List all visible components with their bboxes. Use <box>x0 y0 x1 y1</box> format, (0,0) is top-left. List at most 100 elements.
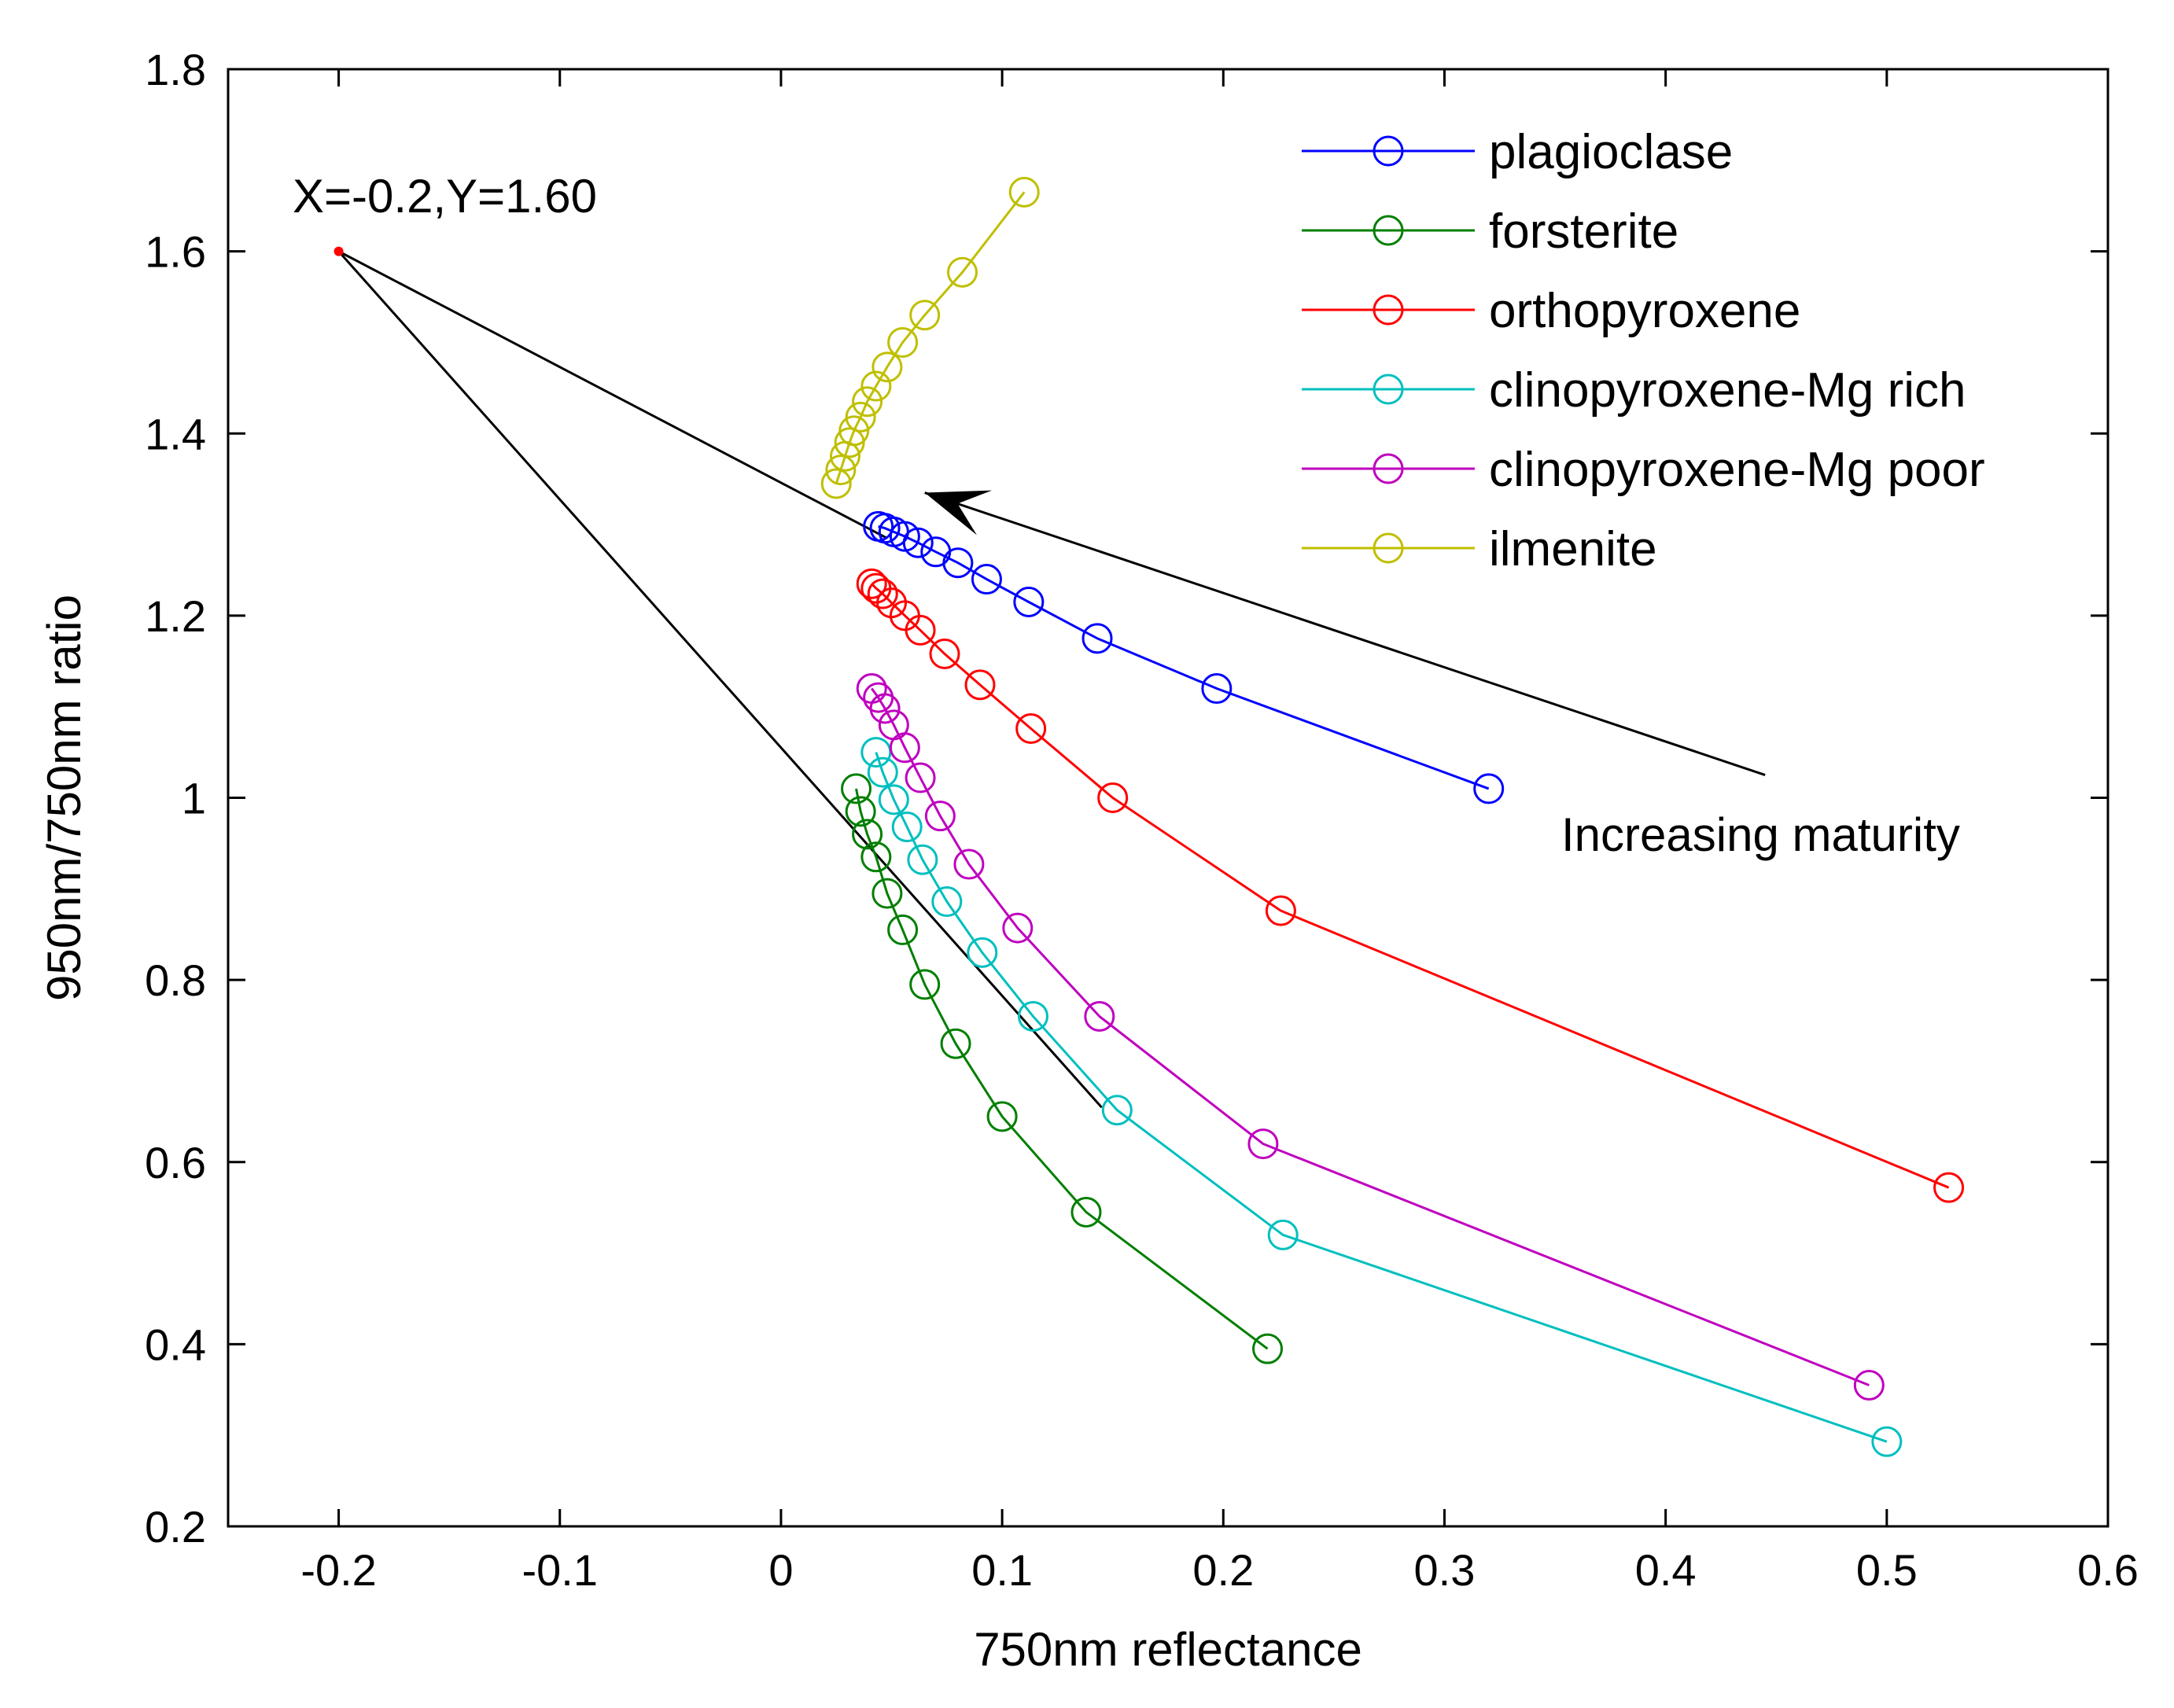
series-line <box>855 788 1269 1350</box>
data-point <box>871 352 903 383</box>
legend-label: plagioclase <box>1489 125 1733 179</box>
data-point <box>1015 712 1047 744</box>
data-point <box>1097 782 1129 813</box>
data-point <box>1101 1095 1133 1126</box>
data-point <box>1070 1196 1102 1228</box>
data-point <box>940 1028 971 1059</box>
legend-entry: orthopyroxene <box>1302 284 1800 338</box>
series-line <box>875 752 1888 1443</box>
data-point <box>1002 912 1034 944</box>
data-point <box>971 564 1002 595</box>
origin-point-label: X=-0.2,Y=1.60 <box>293 170 597 223</box>
data-point <box>929 639 960 670</box>
x-tick-label: 0.1 <box>971 1545 1033 1595</box>
x-tick-label: 0 <box>768 1545 793 1595</box>
data-point <box>905 762 936 793</box>
data-point <box>1871 1426 1903 1457</box>
y-tick-label: 1.2 <box>145 591 206 641</box>
series-forsterite <box>841 773 1284 1364</box>
series-orthopyroxene <box>856 568 1965 1203</box>
x-tick-label: 0.6 <box>2077 1545 2139 1595</box>
data-point <box>907 844 938 875</box>
data-point <box>931 886 963 918</box>
x-tick-label: -0.2 <box>300 1545 377 1595</box>
data-point <box>909 969 941 1000</box>
series-line <box>871 583 1950 1189</box>
data-point <box>845 401 876 433</box>
data-point <box>1265 895 1296 926</box>
x-tick-label: 0.5 <box>1856 1545 1918 1595</box>
data-point <box>841 773 872 804</box>
data-point <box>856 568 887 599</box>
data-point <box>1008 176 1040 208</box>
data-point <box>947 256 978 288</box>
origin-point-marker <box>333 246 344 256</box>
series-clinopyroxene-mg-poor <box>856 673 1885 1401</box>
legend-marker <box>1373 215 1404 246</box>
x-tick-label: 0.3 <box>1414 1545 1476 1595</box>
data-point <box>860 370 892 402</box>
data-point <box>964 669 996 701</box>
data-point <box>924 801 956 832</box>
legend-marker <box>1373 374 1404 405</box>
x-tick-label: -0.1 <box>522 1545 599 1595</box>
data-point <box>1201 673 1233 705</box>
data-point <box>1084 1000 1115 1032</box>
data-point <box>878 709 909 741</box>
data-point <box>867 578 898 609</box>
data-point <box>1247 1128 1279 1160</box>
data-point <box>986 1101 1018 1132</box>
data-point <box>863 510 894 542</box>
annotation-lines <box>337 250 1103 1109</box>
legend-entry: clinopyroxene-Mg poor <box>1302 443 1985 497</box>
data-point <box>845 796 876 827</box>
data-point <box>860 841 892 873</box>
legend-label: orthopyroxene <box>1489 284 1800 338</box>
data-point <box>909 300 941 331</box>
data-point <box>856 673 887 705</box>
legend-marker <box>1373 453 1404 484</box>
data-point <box>1017 1000 1048 1032</box>
series-plagioclase <box>863 510 1505 804</box>
ray-line <box>337 250 888 539</box>
data-point <box>1473 773 1505 804</box>
data-point <box>967 937 998 968</box>
axis-ticks: -0.2 -0.1 0 0.1 0.2 0.3 0.4 0.5 0.6 0.2 0.4 0.6 0.8 1… <box>145 45 2139 1595</box>
y-tick-label: 0.2 <box>145 1502 206 1552</box>
x-tick-label: 0.4 <box>1635 1545 1697 1595</box>
series-ilmenite <box>820 176 1040 499</box>
y-tick-label: 0.4 <box>145 1320 206 1369</box>
x-axis-title: 750nm reflectance <box>974 1623 1362 1676</box>
data-point <box>820 468 852 499</box>
maturity-arrow-head <box>924 490 993 536</box>
legend-label: clinopyroxene-Mg rich <box>1489 363 1966 418</box>
data-point <box>920 536 952 568</box>
legend-marker <box>1373 294 1404 326</box>
data-point <box>834 427 865 458</box>
data-point <box>1853 1369 1885 1401</box>
y-tick-label: 1.8 <box>145 45 206 94</box>
data-point <box>825 455 857 486</box>
data-point <box>1267 1219 1299 1250</box>
data-point <box>860 572 892 604</box>
legend-label: ilmenite <box>1489 522 1657 576</box>
annotation-layer <box>333 246 1766 776</box>
data-point <box>852 386 883 418</box>
legend: plagioclase forsterite orthopyroxene clinop… <box>1302 125 1985 576</box>
legend-marker <box>1373 532 1404 564</box>
data-point <box>871 878 903 909</box>
data-point <box>863 682 894 713</box>
data-point <box>1252 1333 1284 1364</box>
data-point <box>887 326 919 358</box>
data-point <box>852 819 883 850</box>
legend-marker <box>1373 135 1404 167</box>
ray-line <box>337 250 1103 1109</box>
data-point <box>867 756 898 788</box>
data-point <box>878 784 909 815</box>
y-axis-title: 950nm/750nm ratio <box>38 594 90 1001</box>
legend-entry: forsterite <box>1302 204 1678 259</box>
y-tick-label: 0.6 <box>145 1138 206 1187</box>
data-point <box>1933 1172 1965 1203</box>
legend-entry: clinopyroxene-Mg rich <box>1302 363 1966 418</box>
